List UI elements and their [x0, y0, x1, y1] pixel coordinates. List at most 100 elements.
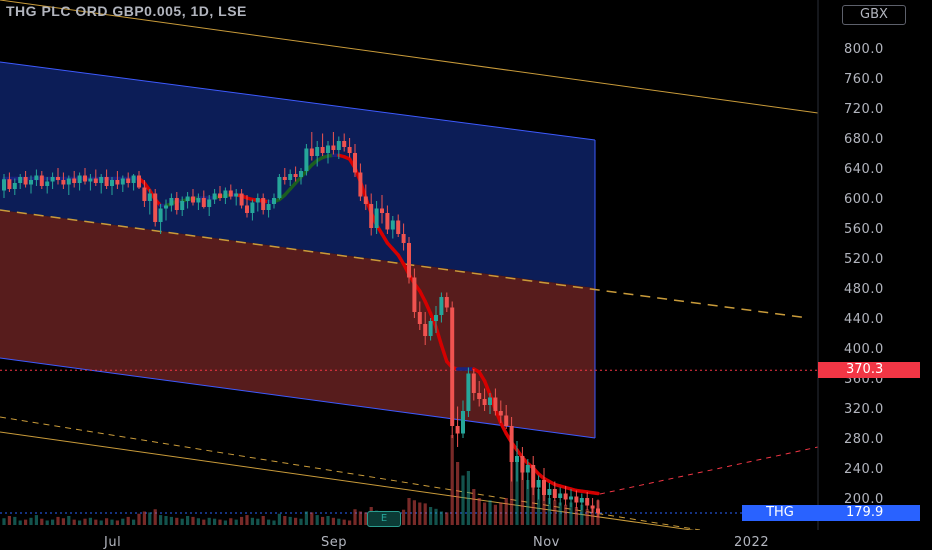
- volume-bar: [461, 475, 465, 525]
- moving-average-segment: [434, 325, 444, 347]
- volume-bar: [439, 511, 443, 525]
- price-tick-label: 520.0: [844, 252, 884, 267]
- candle-body: [272, 198, 276, 204]
- candle-body: [563, 493, 568, 500]
- volume-bar: [159, 515, 163, 525]
- candle-body: [590, 505, 595, 509]
- volume-bar: [493, 504, 497, 525]
- price-axis: 200.0240.0280.0320.0360.0400.0440.0480.0…: [844, 42, 884, 507]
- candlesticks: [2, 132, 600, 518]
- candle-body: [574, 496, 579, 503]
- last-price-label: 179.9: [818, 505, 920, 521]
- volume-bar: [105, 518, 109, 525]
- candle-body: [66, 178, 71, 185]
- candle-body: [277, 177, 282, 198]
- level-price-label: 370.3: [818, 362, 920, 378]
- candle-body: [396, 220, 401, 234]
- candle-body: [444, 297, 449, 308]
- volume-bar: [56, 516, 60, 525]
- candle-body: [309, 148, 314, 156]
- projection-line: [599, 446, 819, 495]
- volume-bar: [515, 457, 519, 525]
- moving-average-segment: [439, 343, 449, 364]
- candle-body: [39, 175, 44, 186]
- candle-body: [45, 181, 50, 186]
- price-tick-label: 480.0: [844, 282, 884, 297]
- currency-button[interactable]: GBX: [842, 5, 906, 25]
- volume-bar: [250, 517, 254, 525]
- volume-bar: [18, 520, 22, 525]
- price-tick-label: 560.0: [844, 222, 884, 237]
- candle-body: [504, 415, 509, 426]
- volume-bar: [499, 502, 503, 525]
- candle-body: [299, 171, 303, 177]
- candle-body: [288, 174, 293, 180]
- volume-bar: [261, 516, 265, 525]
- volume-bar: [504, 498, 508, 525]
- price-tick-label: 800.0: [844, 42, 884, 57]
- volume-bar: [310, 512, 314, 525]
- volume-bar: [115, 520, 119, 525]
- candle-body: [320, 147, 325, 153]
- candle-body: [326, 145, 330, 153]
- candle-body: [153, 193, 158, 222]
- volume-bar: [229, 518, 233, 525]
- candle-body: [223, 190, 228, 198]
- price-tick-label: 240.0: [844, 462, 884, 477]
- volume-bar: [88, 517, 92, 525]
- candle-body: [558, 493, 563, 498]
- candle-body: [336, 141, 341, 150]
- candle-body: [93, 178, 98, 183]
- moving-average-segment: [493, 407, 503, 425]
- volume-bar: [121, 518, 125, 525]
- candle-body: [569, 496, 573, 500]
- volume-bar: [223, 520, 227, 525]
- volume-bar: [564, 504, 568, 525]
- candle-body: [56, 177, 60, 180]
- volume-bar: [126, 516, 130, 525]
- volume-bar: [213, 518, 217, 525]
- candle-body: [407, 243, 411, 278]
- candle-body: [353, 153, 357, 173]
- moving-average-segment: [418, 289, 427, 304]
- candle-body: [185, 196, 190, 201]
- candle-body: [596, 508, 600, 513]
- candle-body: [115, 180, 120, 185]
- volume-bar: [207, 517, 211, 525]
- candle-body: [525, 465, 530, 473]
- candle-body: [498, 411, 503, 416]
- volume-bar: [110, 519, 114, 525]
- volume-bar: [78, 520, 82, 525]
- channel-top-line: [0, 61, 596, 141]
- candle-body: [466, 373, 471, 411]
- symbol-label: THG: [742, 505, 818, 521]
- candle-body: [531, 465, 536, 488]
- candle-body: [552, 489, 557, 498]
- volume-bar: [61, 518, 65, 525]
- candle-body: [477, 393, 482, 399]
- candle-body: [293, 174, 298, 177]
- candle-body: [579, 498, 584, 503]
- moving-average-segment: [499, 421, 508, 436]
- candle-body: [239, 193, 244, 206]
- moving-average-segment: [423, 299, 433, 316]
- volume-bar: [142, 511, 146, 525]
- candle-body: [315, 147, 320, 156]
- candle-body: [218, 193, 222, 198]
- volume-bar: [321, 516, 325, 525]
- time-axis: Jul Sep Nov 2022: [0, 530, 932, 550]
- lower-trend-line: [0, 431, 819, 549]
- candle-body: [455, 426, 460, 434]
- volume-bar: [353, 509, 357, 525]
- candle-body: [228, 190, 233, 197]
- earnings-event-badge[interactable]: E: [367, 511, 401, 527]
- volume-bar: [218, 519, 222, 525]
- candle-body: [520, 456, 525, 473]
- candle-body: [88, 178, 93, 182]
- candle-body: [363, 196, 368, 204]
- candle-body: [110, 180, 114, 186]
- chart-title: THG PLC ORD GBP0.005, 1D, LSE: [6, 3, 247, 19]
- volume-bar: [196, 518, 200, 525]
- volume-bar: [418, 502, 422, 525]
